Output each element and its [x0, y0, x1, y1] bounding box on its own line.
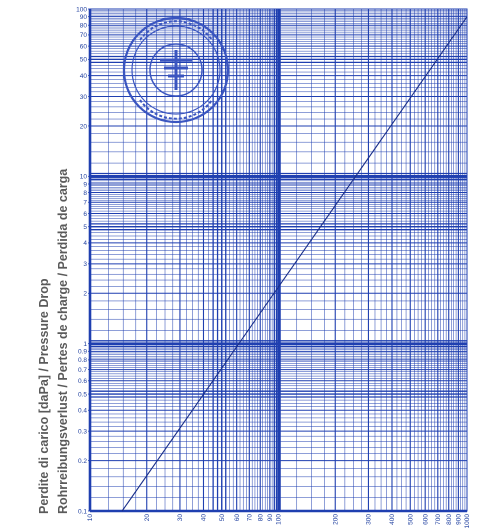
- y-tick-label: 0.8: [78, 357, 87, 364]
- x-tick-label: 900: [456, 514, 463, 525]
- x-tick-label: 50: [219, 514, 226, 522]
- x-tick-label: 300: [366, 514, 373, 525]
- x-tick-label: 30: [177, 514, 184, 522]
- y-tick-label: 90: [80, 14, 88, 21]
- x-tick-labels: 10 20 30 40 50 60 70 80 90 100 200 300 400 500 600 700 8…: [87, 514, 471, 529]
- y-tick-label: 3: [83, 261, 87, 268]
- x-tick-label: 1000: [464, 514, 471, 529]
- y-tick-label: 4: [83, 240, 87, 247]
- y-tick-label: 1: [83, 341, 87, 348]
- y-tick-label: 0.5: [78, 391, 87, 398]
- x-tick-label: 800: [446, 514, 453, 525]
- x-tick-label: 70: [247, 514, 254, 522]
- y-tick-label: 0.6: [78, 378, 87, 385]
- y-tick-label: 0.3: [78, 428, 87, 435]
- y-tick-label: 70: [80, 32, 88, 39]
- y-tick-label: 100: [76, 6, 87, 13]
- series-layer: [121, 16, 468, 512]
- y-tick-label: 0.7: [78, 367, 87, 374]
- y-tick-label: 10: [80, 174, 88, 181]
- x-tick-label: 700: [435, 514, 442, 525]
- y-tick-label: 50: [80, 57, 88, 64]
- y-tick-label: 6: [83, 211, 87, 218]
- y-tick-label: 0.9: [78, 349, 87, 356]
- x-tick-label: 200: [332, 514, 339, 525]
- y-tick-label: 20: [80, 123, 88, 130]
- grid-layer: [88, 8, 468, 513]
- y-tick-label: 5: [83, 224, 87, 231]
- x-tick-label: 60: [234, 514, 241, 522]
- y-tick-label: 30: [80, 94, 88, 101]
- certification-stamp: [122, 16, 230, 124]
- y-tick-label: 0.1: [78, 508, 87, 515]
- x-tick-label: 600: [422, 514, 429, 525]
- y-tick-label: 7: [83, 200, 87, 207]
- x-tick-label: 10: [87, 514, 94, 522]
- y-tick-label: 40: [80, 73, 88, 80]
- series-line: [121, 16, 468, 512]
- y-tick-label: 8: [83, 190, 87, 197]
- y-axis-label-line-2: Rohrreibungsverlust / Pertes de charge /…: [56, 168, 70, 514]
- x-tick-label: 40: [201, 514, 208, 522]
- y-tick-labels: 0.1 0.2 0.3 0.4 0.5 0.6 0.7 0.80.91 2 3 4 5 6 7 8 910 20…: [76, 6, 90, 515]
- y-tick-label: 0.4: [78, 408, 87, 415]
- x-tick-label: 500: [408, 514, 415, 525]
- x-tick-label: 400: [389, 514, 396, 525]
- y-tick-label: 9: [83, 181, 87, 188]
- y-tick-label: 2: [83, 291, 87, 298]
- y-tick-label: 60: [80, 43, 88, 50]
- y-axis-label-line-1: Perdite di carico [daPa] / Pressure Drop: [37, 278, 51, 514]
- x-tick-label: 20: [144, 514, 151, 522]
- x-tick-label: 80: [257, 514, 264, 522]
- x-tick-label: 100: [276, 514, 283, 525]
- y-tick-label: 0.2: [78, 458, 87, 465]
- x-tick-label: 90: [267, 514, 274, 522]
- y-tick-label: 80: [80, 23, 88, 30]
